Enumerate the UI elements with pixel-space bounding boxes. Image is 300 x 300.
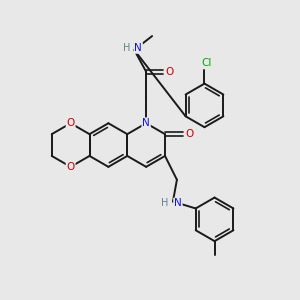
Text: Cl: Cl (201, 58, 212, 68)
Text: N: N (134, 43, 142, 53)
Text: H: H (123, 43, 130, 53)
Text: O: O (166, 67, 174, 77)
Text: O: O (67, 118, 75, 128)
Text: O: O (186, 129, 194, 139)
Text: H: H (161, 199, 169, 208)
Text: N: N (142, 118, 150, 128)
Text: N: N (174, 199, 182, 208)
Text: O: O (67, 162, 75, 172)
